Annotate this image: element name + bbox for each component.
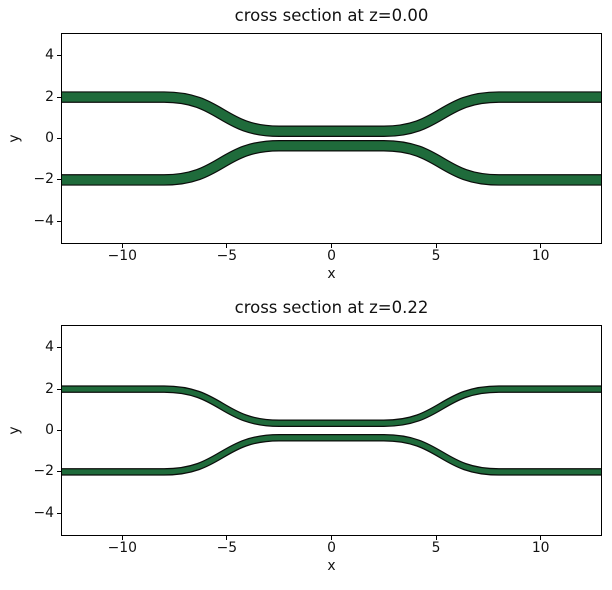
y-tick-mark	[57, 96, 61, 98]
waveguide-bottom-edge	[62, 139, 601, 186]
axes	[61, 33, 602, 244]
y-tick-mark	[57, 347, 61, 349]
waveguide-plot	[62, 91, 601, 186]
plot-title: cross section at z=0.22	[234, 298, 429, 317]
y-tick-mark	[57, 138, 61, 139]
x-tick-mark	[121, 244, 123, 248]
y-tick-label: 4	[45, 47, 54, 64]
y-tick-mark	[57, 220, 61, 222]
waveguide-top-edge	[62, 385, 601, 427]
axes	[61, 325, 602, 536]
y-tick-label: 2	[45, 88, 54, 105]
plot-title: cross section at z=0.00	[234, 6, 429, 25]
y-tick-label: 4	[45, 339, 54, 356]
x-axis-label: x	[327, 558, 336, 574]
x-tick-mark	[435, 244, 437, 248]
x-tick-mark	[226, 244, 228, 248]
y-tick-mark	[57, 388, 61, 390]
y-tick-label: 0	[45, 130, 54, 146]
waveguide-bottom-fill	[62, 141, 601, 185]
waveguide-plot	[62, 385, 601, 476]
waveguide-top-fill	[62, 92, 601, 136]
x-tick-label: −5	[216, 248, 238, 264]
x-tick-mark	[435, 536, 437, 540]
x-tick-mark	[331, 244, 332, 248]
y-tick-mark	[57, 471, 61, 473]
y-tick-label: −4	[33, 504, 54, 521]
x-tick-mark	[331, 536, 332, 540]
x-tick-mark	[226, 536, 228, 540]
y-tick-label: −2	[33, 171, 54, 188]
y-tick-mark	[57, 430, 61, 431]
waveguide-top-fill	[62, 386, 601, 426]
x-tick-label: 0	[327, 248, 336, 264]
y-tick-mark	[57, 179, 61, 181]
x-axis-label: x	[327, 266, 336, 282]
y-tick-label: 0	[45, 422, 54, 438]
x-tick-label: 10	[531, 540, 550, 556]
x-tick-label: 5	[431, 540, 441, 556]
x-tick-label: −10	[107, 248, 137, 264]
y-tick-mark	[57, 512, 61, 514]
x-tick-mark	[540, 244, 542, 248]
x-tick-mark	[540, 536, 542, 540]
waveguide-top-edge	[62, 91, 601, 138]
y-tick-label: 2	[45, 380, 54, 397]
waveguide-bottom-edge	[62, 434, 601, 476]
y-tick-mark	[57, 55, 61, 57]
x-tick-label: 10	[531, 248, 550, 264]
waveguide-bottom-fill	[62, 435, 601, 475]
x-tick-label: 0	[327, 540, 336, 556]
x-tick-mark	[121, 536, 123, 540]
y-tick-label: −2	[33, 463, 54, 480]
x-tick-label: 5	[431, 248, 441, 264]
x-tick-label: −10	[107, 540, 137, 556]
x-tick-label: −5	[216, 540, 238, 556]
y-tick-label: −4	[33, 212, 54, 229]
